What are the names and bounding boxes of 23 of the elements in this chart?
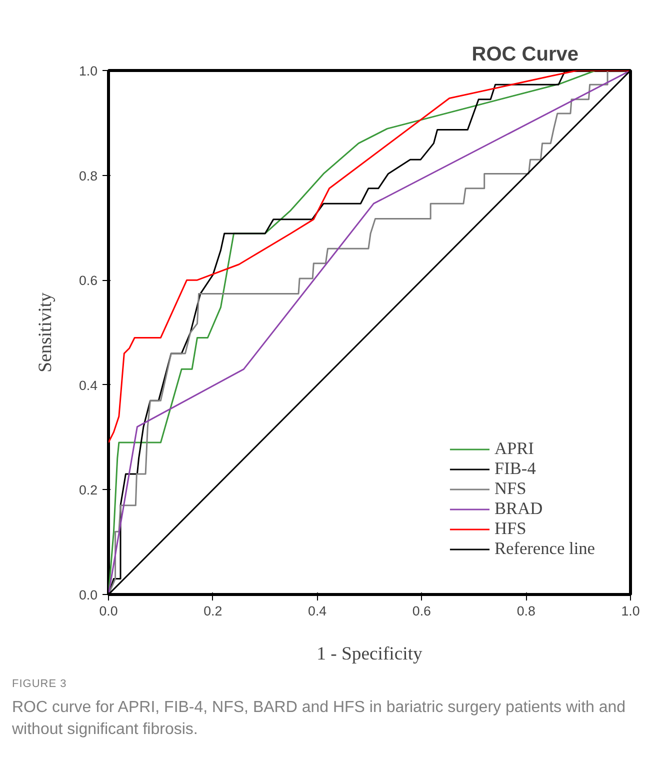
x-tick-label: 0.0: [99, 604, 118, 618]
x-axis-title: 1 - Specificity: [316, 644, 424, 664]
y-tick-label: 0.4: [78, 378, 98, 393]
text: ROC curve for APRI, FIB-4, NFS, BARD and HFS in bariatric surgery patients with and without significant fibrosis.: [12, 698, 627, 740]
y-tick-label: 1.0: [78, 64, 98, 78]
legend-label: Reference line: [494, 539, 595, 559]
y-tick-label: 0.0: [78, 588, 98, 602]
legend-label: FIB-4: [494, 459, 536, 479]
x-tick-label: 0.6: [412, 604, 431, 618]
y-tick-label: 0.8: [78, 168, 98, 184]
chart-title: ROC Curve: [472, 44, 579, 66]
x-tick-label: 0.8: [516, 604, 536, 618]
caption: FIGURE 3: [12, 677, 67, 692]
legend-label: NFS: [494, 479, 526, 499]
y-tick-label: 0.6: [78, 273, 98, 288]
legend-label: HFS: [494, 519, 526, 539]
y-axis-title: Sensitivity: [34, 292, 56, 372]
legend-label: BRAD: [494, 499, 543, 519]
x-tick-label: 1.0: [621, 604, 640, 618]
x-tick-label: 0.4: [308, 604, 328, 618]
x-tick-label: 0.2: [204, 604, 222, 618]
y-tick-label: 0.2: [78, 482, 98, 498]
legend-label: APRI: [494, 439, 534, 459]
